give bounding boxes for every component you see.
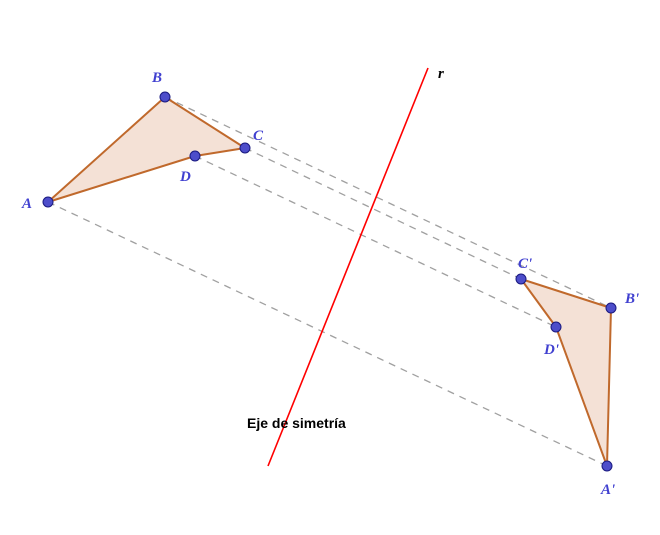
point-Dp[interactable]: [551, 322, 561, 332]
point-Bp[interactable]: [606, 303, 616, 313]
label-B: B: [151, 70, 162, 86]
axis-caption: Eje de simetría: [247, 415, 346, 431]
label-r: r: [438, 66, 444, 82]
symmetry-axis[interactable]: [268, 68, 428, 466]
point-C[interactable]: [240, 143, 250, 153]
reflection-line-D: [195, 156, 556, 327]
polygon-original[interactable]: [48, 97, 245, 202]
label-Bp: B': [624, 291, 639, 307]
point-B[interactable]: [160, 92, 170, 102]
label-Ap: A': [600, 482, 615, 498]
reflection-line-B: [165, 97, 611, 308]
point-Cp[interactable]: [516, 274, 526, 284]
label-D: D: [179, 169, 191, 185]
label-A: A: [21, 196, 32, 212]
point-Ap[interactable]: [602, 461, 612, 471]
reflection-line-C: [245, 148, 521, 279]
label-Dp: D': [543, 342, 559, 358]
label-C: C: [253, 128, 264, 144]
point-A[interactable]: [43, 197, 53, 207]
point-D[interactable]: [190, 151, 200, 161]
label-Cp: C': [518, 256, 532, 272]
polygon-reflected[interactable]: [521, 279, 611, 466]
geometry-diagram: A B C D A' B' C' D' r Eje de simetría: [0, 0, 660, 535]
